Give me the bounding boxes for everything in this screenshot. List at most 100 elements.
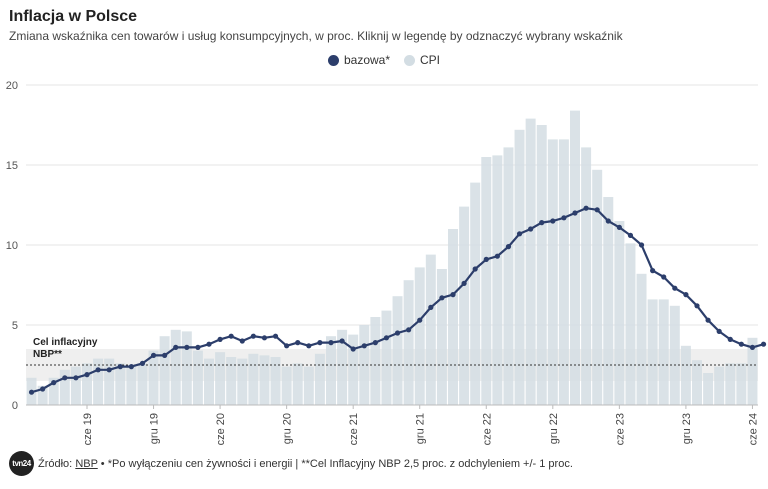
core-inflation-point xyxy=(306,343,312,349)
cpi-bar xyxy=(636,273,647,405)
cpi-bar xyxy=(126,365,137,405)
core-inflation-point xyxy=(539,220,545,226)
core-inflation-point xyxy=(417,317,423,323)
x-tick-label: gru 23 xyxy=(681,413,693,444)
core-inflation-point xyxy=(73,375,79,381)
legend-item-cpi[interactable]: CPI xyxy=(404,53,440,67)
footer-source-link[interactable]: NBP xyxy=(75,458,98,470)
cpi-bar xyxy=(503,147,514,405)
core-inflation-point xyxy=(317,340,323,346)
cpi-bar xyxy=(669,305,680,405)
core-inflation-point xyxy=(284,343,290,349)
core-inflation-point xyxy=(350,346,356,352)
cpi-bar xyxy=(736,363,747,405)
core-inflation-point xyxy=(627,232,634,238)
core-inflation-point xyxy=(295,340,301,346)
core-inflation-point xyxy=(406,327,412,333)
cpi-bar xyxy=(570,110,580,405)
core-inflation-point xyxy=(328,340,334,346)
core-inflation-point xyxy=(749,344,756,350)
core-inflation-point xyxy=(62,375,68,381)
cpi-bar xyxy=(204,358,214,405)
cpi-bar xyxy=(514,129,525,406)
cpi-bar xyxy=(170,329,181,405)
cpi-bar xyxy=(592,169,603,405)
cpi-bar xyxy=(314,353,325,405)
cpi-bar xyxy=(137,363,148,405)
cpi-bar xyxy=(414,267,425,405)
x-tick-label: cze 24 xyxy=(747,413,759,445)
core-inflation-point xyxy=(95,367,101,373)
x-tick-label: gru 22 xyxy=(548,413,560,444)
core-inflation-point xyxy=(339,338,345,344)
core-inflation-point xyxy=(184,344,190,350)
core-inflation-point xyxy=(372,340,378,346)
core-inflation-point xyxy=(472,266,478,272)
core-inflation-point xyxy=(683,292,689,298)
cpi-bar xyxy=(237,358,248,405)
core-inflation-point xyxy=(550,218,556,224)
x-tick-label: gru 20 xyxy=(282,413,294,444)
core-inflation-point xyxy=(572,210,578,216)
core-inflation-point xyxy=(206,341,212,347)
x-tick-label: cze 23 xyxy=(614,413,626,445)
cpi-bar xyxy=(281,366,292,405)
cpi-bar xyxy=(192,350,203,405)
core-inflation-point xyxy=(528,226,534,232)
cpi-bar xyxy=(470,182,481,405)
cpi-bar xyxy=(525,118,536,405)
cpi-bar xyxy=(159,336,170,405)
core-inflation-point xyxy=(84,372,90,378)
target-label-line1: Cel inflacyjny xyxy=(33,337,98,348)
x-tick-label: gru 19 xyxy=(149,413,161,444)
core-inflation-point xyxy=(461,280,467,286)
cpi-bar xyxy=(93,358,104,405)
core-inflation-point xyxy=(561,215,567,221)
core-inflation-point xyxy=(494,253,500,259)
core-inflation-point xyxy=(162,352,168,358)
core-inflation-point xyxy=(483,256,489,262)
cpi-bar xyxy=(459,206,470,405)
cpi-bar xyxy=(403,280,414,405)
cpi-bar xyxy=(547,139,558,405)
footer-note: Źródło: NBP • *Po wyłączeniu cen żywnośc… xyxy=(38,458,573,470)
cpi-bar xyxy=(436,269,447,405)
core-inflation-point xyxy=(394,330,401,336)
core-inflation-point xyxy=(361,343,367,349)
core-inflation-point xyxy=(583,205,589,211)
core-inflation-point xyxy=(150,352,157,358)
chart-legend: bazowa* CPI xyxy=(0,53,768,67)
cpi-bar xyxy=(181,331,192,405)
cpi-bar xyxy=(148,350,159,405)
core-inflation-point xyxy=(106,367,112,373)
cpi-bar xyxy=(425,254,436,405)
cpi-bar xyxy=(215,352,226,405)
core-inflation-point xyxy=(450,292,456,298)
core-inflation-point xyxy=(239,338,245,344)
footer-note-text: • *Po wyłączeniu cen żywności i energii … xyxy=(100,458,573,470)
core-inflation-point xyxy=(28,389,35,395)
core-inflation-point xyxy=(51,380,57,386)
y-tick-label: 0 xyxy=(12,400,18,412)
tvn24-logo: tvn24 xyxy=(9,451,34,476)
page-subtitle: Zmiana wskaźnika cen towarów i usług kon… xyxy=(9,29,623,43)
cpi-bar xyxy=(747,337,758,405)
core-inflation-point xyxy=(727,336,733,342)
core-inflation-point xyxy=(661,274,667,280)
cpi-bar xyxy=(326,336,336,405)
y-tick-label: 20 xyxy=(6,80,18,92)
core-inflation-point xyxy=(650,268,656,274)
core-inflation-point xyxy=(616,224,622,230)
core-inflation-point xyxy=(250,333,256,339)
cpi-bar xyxy=(703,373,714,405)
core-inflation-point xyxy=(672,285,678,291)
core-inflation-point xyxy=(261,335,268,341)
cpi-bar xyxy=(226,357,237,405)
cpi-bar xyxy=(59,369,70,405)
cpi-bar xyxy=(714,366,725,405)
cpi-bar xyxy=(558,139,569,405)
legend-item-bazowa[interactable]: bazowa* xyxy=(327,53,390,67)
core-inflation-point xyxy=(383,335,390,341)
y-tick-label: 5 xyxy=(12,320,18,332)
cpi-bar xyxy=(581,147,592,405)
